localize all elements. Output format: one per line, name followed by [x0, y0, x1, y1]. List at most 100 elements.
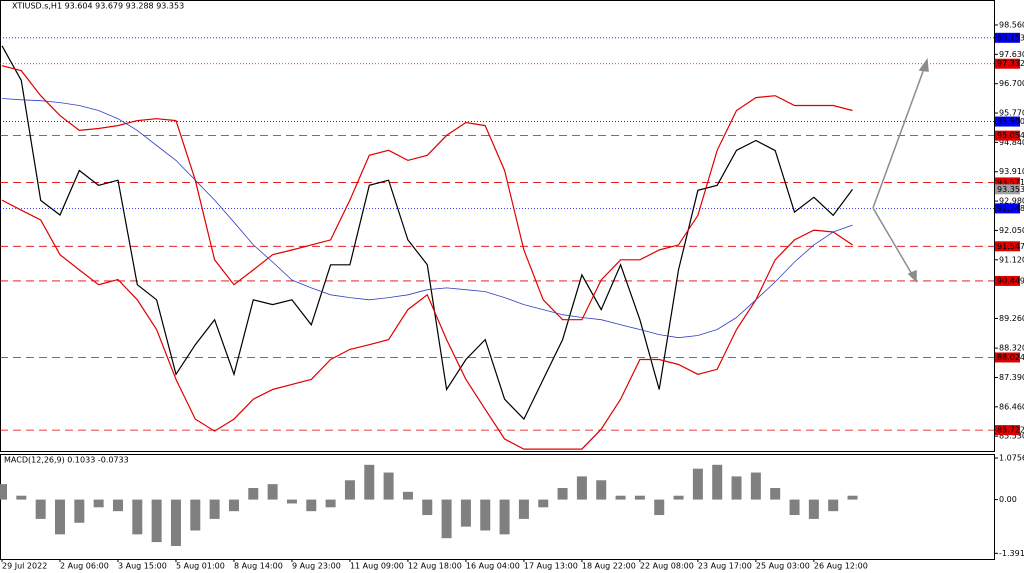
macd-bar	[325, 499, 336, 508]
macd-bar	[673, 495, 684, 500]
level-tag	[995, 177, 1020, 188]
macd-bar	[634, 495, 645, 500]
macd-bar	[808, 499, 819, 519]
macd-bar	[692, 468, 703, 500]
series-line	[1, 45, 853, 421]
x-tick-label: 18 Aug 22:00	[582, 562, 636, 571]
x-tick-label: 11 Aug 09:00	[350, 562, 404, 571]
x-tick-label: 22 Aug 08:00	[640, 562, 694, 571]
level-tag	[995, 275, 1020, 286]
macd-bar	[248, 487, 259, 500]
level-label: 92.748	[997, 204, 1024, 213]
series-line	[1, 199, 853, 450]
y-tick-label: 85.530	[999, 432, 1024, 441]
macd-bar	[499, 499, 510, 535]
macd-bar	[112, 499, 123, 512]
arrow-head	[907, 269, 917, 283]
level-label: 95.054	[997, 131, 1024, 140]
macd-bar	[267, 484, 278, 500]
forecast-arrows	[872, 57, 929, 283]
macd-bar	[576, 476, 587, 500]
macd-bar	[654, 499, 665, 516]
y-tick-label: 97.630	[999, 50, 1024, 59]
series-line	[1, 98, 853, 339]
macd-bar	[402, 491, 413, 500]
macd-bar	[480, 499, 491, 531]
x-tick-label: 2 Aug 06:00	[60, 562, 109, 571]
arrow-down	[872, 207, 914, 277]
macd-bar	[441, 499, 452, 539]
macd-bar	[209, 499, 220, 519]
level-label: 93.353	[997, 185, 1024, 194]
level-tag	[995, 116, 1020, 127]
level-label: 85.722	[997, 426, 1024, 435]
macd-bar	[422, 499, 433, 516]
macd-bar	[847, 495, 858, 500]
macd-bar	[35, 499, 46, 519]
y-tick-label: 89.260	[999, 314, 1024, 323]
macd-bar	[306, 499, 317, 512]
y-tick-label: 92.050	[999, 226, 1024, 235]
level-tag	[995, 58, 1020, 69]
level-tag	[995, 352, 1020, 363]
macd-panel	[0, 454, 995, 560]
macd-bar	[383, 472, 394, 500]
macd-title: MACD(12,26,9) 0.1033 -0.0733	[4, 456, 129, 465]
macd-bar	[770, 487, 781, 500]
arrow-head	[918, 57, 929, 72]
y-tick-label: 1.0756	[999, 454, 1024, 463]
level-label: 90.449	[997, 276, 1024, 285]
macd-bar	[731, 476, 742, 500]
y-tick-label: 0.00	[999, 495, 1017, 504]
arrow-up	[872, 65, 926, 209]
macd-bar	[750, 472, 761, 500]
series-line	[1, 65, 853, 321]
y-tick-label: 93.910	[999, 167, 1024, 176]
macd-bar	[74, 499, 85, 523]
x-tick-label: 26 Aug 12:00	[814, 562, 868, 571]
x-tick-label: 5 Aug 01:00	[176, 562, 225, 571]
macd-bar	[557, 487, 568, 500]
x-tick-label: 25 Aug 03:00	[756, 562, 810, 571]
marks	[0, 37, 994, 546]
x-tick-label: 8 Aug 14:00	[234, 562, 283, 571]
level-label: 95.500	[997, 117, 1024, 126]
y-tick-label: 86.460	[999, 402, 1024, 411]
y-tick-label: 94.840	[999, 138, 1024, 147]
main-panel	[0, 0, 995, 452]
macd-bar	[364, 464, 375, 500]
level-tag	[995, 184, 1020, 195]
macd-bar	[151, 499, 162, 543]
macd-bar	[54, 499, 65, 535]
y-tick-label: 98.560	[999, 20, 1024, 29]
x-tick-label: 23 Aug 17:00	[698, 562, 752, 571]
y-tick-label: -1.3912	[999, 549, 1024, 558]
macd-bar	[538, 499, 549, 508]
macd-bar	[615, 495, 626, 500]
macd-bar	[344, 480, 355, 500]
macd-bar	[286, 499, 297, 504]
macd-bar	[132, 499, 143, 535]
level-tag	[995, 425, 1020, 436]
macd-bar	[93, 499, 104, 508]
level-label: 91.547	[997, 242, 1024, 251]
macd-bar	[460, 499, 471, 527]
macd-bar	[228, 499, 239, 512]
x-tick-label: 9 Aug 23:00	[292, 562, 341, 571]
macd-bar	[789, 499, 800, 516]
x-tick-label: 12 Aug 18:00	[408, 562, 462, 571]
macd-bar	[596, 480, 607, 500]
level-tag	[995, 32, 1020, 43]
macd-bar	[190, 499, 201, 531]
level-tag	[995, 130, 1020, 141]
level-tag	[995, 203, 1020, 214]
macd-bar	[518, 499, 529, 519]
macd-bar	[0, 484, 7, 500]
y-tick-label: 88.320	[999, 344, 1024, 353]
y-tick-label: 95.770	[999, 109, 1024, 118]
macd-bar	[828, 499, 839, 512]
x-tick-label: 3 Aug 15:00	[118, 562, 167, 571]
level-label: 97.332	[997, 59, 1024, 68]
